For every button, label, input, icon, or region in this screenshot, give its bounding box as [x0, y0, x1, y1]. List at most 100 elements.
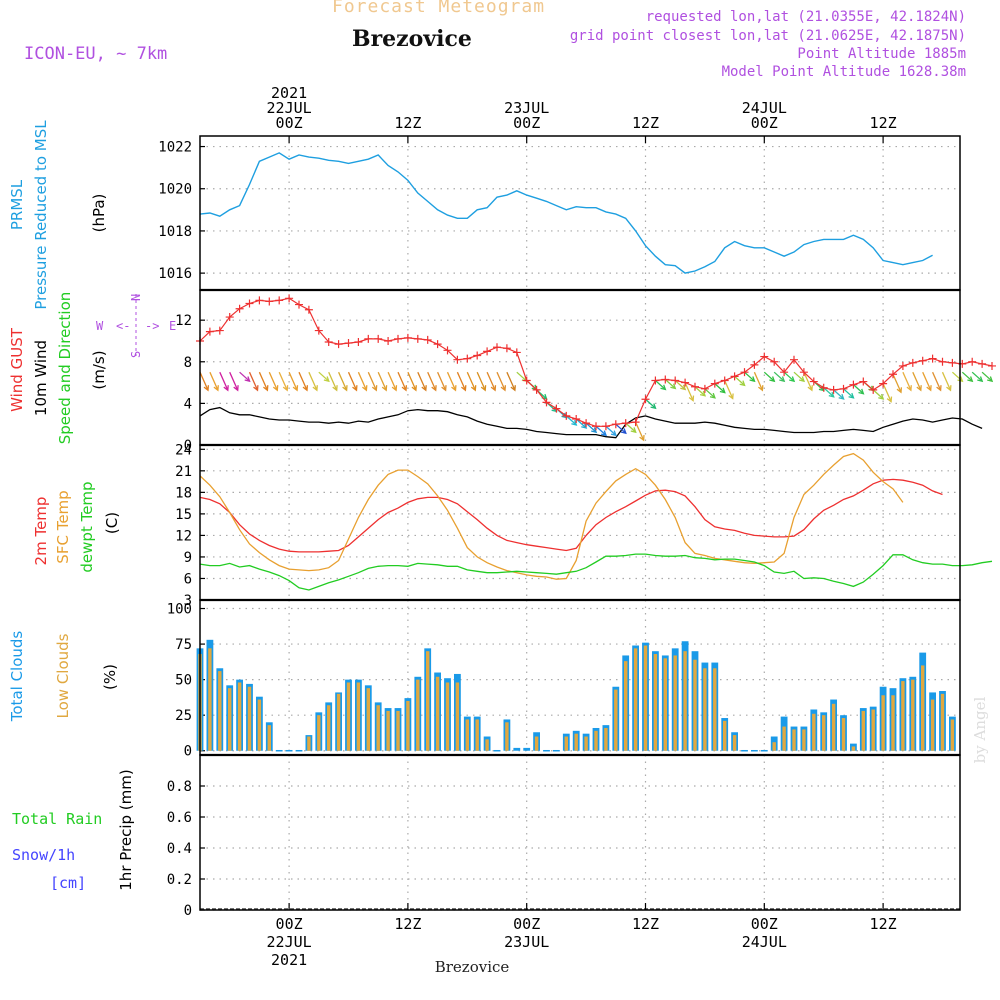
low-clouds-bar	[653, 654, 658, 751]
low-clouds-bar	[871, 709, 875, 751]
x-tick-label-top: 00Z	[513, 114, 540, 132]
clouds-unit: (%)	[101, 664, 119, 690]
low-clouds-bar	[604, 727, 608, 751]
wind-direction-arrowhead	[739, 380, 746, 387]
wind-gust-point	[691, 382, 699, 391]
low-clouds-bar	[861, 710, 865, 751]
wind-ytick-label: 0	[184, 438, 192, 454]
wind-direction-arrow	[635, 421, 645, 441]
wind-direction-arrow	[872, 389, 884, 400]
wind-direction-arrowhead	[728, 393, 734, 400]
wind-gust-point	[601, 422, 610, 431]
low-clouds-bar	[703, 668, 707, 751]
pressure-unit: (hPa)	[90, 194, 108, 233]
low-clouds-bar	[455, 682, 460, 751]
wind-gust-point	[948, 358, 957, 367]
wind-gust-point	[829, 385, 838, 394]
wind-direction-arrow	[892, 373, 902, 393]
low-clouds-bar	[435, 676, 440, 751]
wind-direction-arrowhead	[500, 385, 507, 392]
x-tick-label-top: 12Z	[394, 114, 421, 132]
wind-direction-arrow	[605, 425, 617, 436]
wind-direction-arrowhead	[906, 385, 912, 392]
wind-gust-point	[522, 376, 531, 385]
wind-direction-arrowhead	[967, 376, 974, 383]
wind-direction-arrow	[466, 371, 476, 391]
wind-direction-arrow	[575, 418, 587, 429]
x-tick-label-bottom: 22JUL	[267, 933, 312, 951]
low-clouds-bar	[950, 719, 955, 751]
low-clouds-bar	[673, 655, 677, 751]
wind-direction-arrow	[902, 371, 912, 391]
wind-direction-arrow	[694, 386, 706, 397]
compass-w-label: W	[96, 319, 104, 333]
wind-direction-arrow	[328, 371, 338, 391]
low-clouds-bar	[366, 688, 370, 751]
wind-direction-arrowhead	[779, 376, 786, 383]
wind-direction-arrow	[833, 389, 845, 400]
low-clouds-bar	[267, 725, 271, 751]
x-tick-label-top: 00Z	[751, 114, 778, 132]
low-clouds-bar	[574, 733, 578, 751]
wind-direction-arrow	[417, 371, 427, 391]
wind-gust-point	[938, 357, 947, 366]
gridpoint-coords: grid point closest lon,lat (21.0625E, 42…	[569, 28, 966, 44]
wind-ytick-label: 12	[175, 313, 192, 329]
pressure-label: PRMSL	[8, 179, 26, 230]
x-tick-label-top: 12Z	[632, 114, 659, 132]
wind-direction-arrowhead	[323, 376, 330, 383]
precip-ytick-label: 0	[184, 903, 192, 919]
low-clouds-bar	[485, 739, 489, 751]
low-clouds-bar	[693, 659, 697, 751]
wind-direction-arrowhead	[650, 403, 657, 410]
wind-direction-arrow	[516, 371, 528, 382]
low-clouds-bar	[624, 661, 628, 751]
total-clouds-bar	[513, 747, 521, 751]
low-clouds-bar	[534, 736, 539, 751]
wind-direction-arrow	[793, 371, 805, 382]
wind-ytick-label: 4	[184, 396, 192, 412]
low-clouds-bar	[257, 699, 262, 751]
wind-direction-arrowhead	[946, 385, 952, 392]
wind-gust-point	[344, 339, 353, 348]
wind-gust-point	[265, 297, 274, 306]
wind-direction-arrowhead	[421, 385, 427, 392]
wind-gust-point	[978, 359, 987, 368]
x-tick-label-bottom: 00Z	[276, 915, 303, 933]
point-altitude: Point Altitude 1885m	[797, 46, 966, 62]
low-clouds-bar	[772, 742, 776, 751]
temperature-ytick-label: 3	[184, 593, 192, 609]
wind-direction-arrowhead	[848, 392, 855, 399]
wind-gust-point	[255, 296, 264, 305]
wind-gust-point	[572, 414, 581, 423]
wind-gust-point	[215, 326, 224, 335]
temp-dewpt-line	[199, 553, 993, 591]
low-clouds-bar	[782, 726, 786, 751]
wind-direction-arrow	[199, 371, 209, 391]
wind-direction-arrowhead	[688, 395, 695, 402]
low-clouds-bar	[208, 648, 212, 751]
wind-gust-point	[453, 355, 462, 364]
wind-gust-point	[285, 294, 294, 303]
wind-direction-arrowhead	[401, 385, 408, 392]
wind-direction-arrow	[843, 388, 854, 399]
wind-direction-arrowhead	[926, 385, 932, 392]
wind-gust-point	[790, 355, 798, 364]
wind-gust-point	[304, 305, 313, 314]
wind-direction-arrowhead	[362, 385, 368, 392]
wind-direction-arrowhead	[391, 385, 398, 392]
low-clouds-bar	[643, 645, 648, 751]
pressure-ytick-label: 1020	[158, 182, 192, 198]
clouds-ytick-label: 0	[184, 744, 192, 760]
wind-direction-arrowhead	[660, 384, 667, 391]
wind-direction-arrow	[278, 371, 288, 391]
temp-2m-label: 2m Temp	[32, 497, 50, 566]
low-clouds-bar	[336, 693, 341, 751]
wind-direction-arrow	[437, 371, 447, 391]
temp-dewpt-label: dewpt Temp	[78, 481, 96, 572]
compass-e-label: E	[169, 319, 176, 333]
credit-watermark: by Angel	[971, 696, 989, 763]
wind-direction-arrowhead	[858, 388, 865, 395]
wind-direction-arrowhead	[441, 385, 447, 392]
wind-direction-arrowhead	[381, 385, 388, 392]
